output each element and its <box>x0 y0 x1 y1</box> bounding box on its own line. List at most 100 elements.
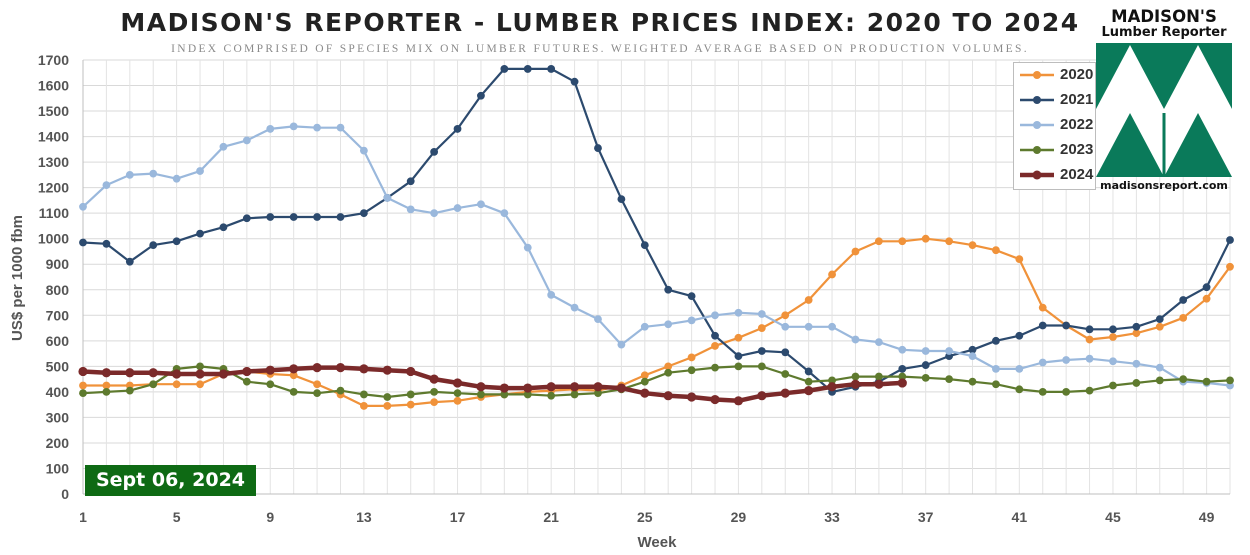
point-2023 <box>242 377 251 386</box>
legend-swatch-2022 <box>1020 121 1054 129</box>
point-2020 <box>1202 294 1211 303</box>
x-tick-label: 1 <box>79 509 87 525</box>
legend-swatch-2020 <box>1020 71 1054 79</box>
point-2023 <box>125 386 134 395</box>
point-2024 <box>733 396 744 406</box>
legend-label-2021: 2021 <box>1060 91 1094 108</box>
point-2023 <box>523 390 532 399</box>
point-2024 <box>78 366 88 377</box>
point-2024 <box>312 363 322 373</box>
point-2020 <box>1085 335 1094 344</box>
point-2021 <box>172 237 181 246</box>
point-2021 <box>921 361 930 369</box>
point-2022 <box>336 123 345 132</box>
point-2021 <box>523 65 532 73</box>
point-2024 <box>429 374 439 384</box>
point-2022 <box>172 174 181 183</box>
y-tick-label: 1000 <box>38 231 69 247</box>
line-2022 <box>82 125 1231 387</box>
point-2020 <box>102 381 111 390</box>
point-2020 <box>734 333 743 342</box>
legend-item-2022: 2022 <box>1014 115 1095 135</box>
point-2021 <box>992 336 1000 345</box>
point-2020 <box>968 241 977 249</box>
point-2021 <box>804 367 813 376</box>
point-2023 <box>1109 381 1117 390</box>
point-2024 <box>382 365 392 375</box>
point-2020 <box>196 380 204 389</box>
point-2022 <box>102 181 111 189</box>
point-2022 <box>453 204 462 212</box>
point-2023 <box>828 376 836 385</box>
y-axis-label: US$ per 1000 fbm <box>9 215 26 341</box>
point-2024 <box>218 369 229 379</box>
point-2020 <box>289 371 298 380</box>
point-2023 <box>1202 377 1211 386</box>
point-2024 <box>359 364 369 374</box>
point-2020 <box>1132 329 1141 338</box>
point-2023 <box>757 362 766 371</box>
line-2020 <box>83 237 1231 407</box>
point-2021 <box>594 144 602 152</box>
point-2024 <box>640 388 650 398</box>
logo-name: MADISON'S <box>1111 7 1217 26</box>
legend-label-2022: 2022 <box>1060 116 1094 133</box>
point-2023 <box>711 363 719 372</box>
point-2022 <box>640 322 649 331</box>
point-2024 <box>335 363 346 373</box>
point-2021 <box>500 65 509 73</box>
point-2020 <box>172 380 181 389</box>
point-2021 <box>196 229 204 238</box>
point-2022 <box>1109 357 1117 366</box>
point-2021 <box>547 65 556 73</box>
point-2021 <box>1155 315 1164 324</box>
point-2023 <box>336 386 345 395</box>
point-2021 <box>734 352 743 361</box>
y-tick-label: 700 <box>46 307 70 323</box>
point-2024 <box>499 383 509 393</box>
point-2020 <box>313 380 321 389</box>
point-2021 <box>617 195 626 204</box>
y-tick-label: 900 <box>46 256 70 272</box>
point-2020 <box>1015 255 1024 264</box>
point-2020 <box>874 237 883 246</box>
x-tick-label: 49 <box>1199 509 1215 525</box>
point-2021 <box>968 345 977 354</box>
point-2021 <box>313 213 321 221</box>
line-2021 <box>82 67 1231 393</box>
tick-labels: 0 100 200 300 400 500 600 700 800 900 1000 1100 1200… <box>38 52 1215 525</box>
chart-subtitle: INDEX COMPRISED OF SPECIES MIX ON LUMBER… <box>171 43 1029 55</box>
point-2020 <box>406 400 415 409</box>
date-badge: Sept 06, 2024 <box>85 465 256 496</box>
point-2022 <box>711 311 719 320</box>
point-2024 <box>827 382 837 392</box>
y-tick-label: 0 <box>61 486 69 502</box>
logo-url: madisonsreport.com <box>1100 179 1228 192</box>
x-tick-label: 9 <box>266 509 274 525</box>
point-2021 <box>453 125 462 133</box>
point-2021 <box>1038 321 1047 330</box>
y-tick-label: 600 <box>46 333 70 349</box>
point-2023 <box>289 387 298 396</box>
point-2022 <box>523 243 532 252</box>
point-2023 <box>945 375 954 384</box>
point-2023 <box>664 368 673 377</box>
legend-item-2021: 2021 <box>1014 90 1095 110</box>
point-2020 <box>945 237 954 246</box>
point-2020 <box>804 296 813 304</box>
point-2023 <box>313 389 321 398</box>
point-2024 <box>125 368 135 378</box>
point-2023 <box>1179 375 1188 384</box>
point-2023 <box>1155 376 1164 385</box>
legend-label-2020: 2020 <box>1060 66 1094 83</box>
y-tick-label: 1100 <box>39 205 70 221</box>
point-2021 <box>757 347 766 355</box>
point-2022 <box>1132 359 1141 368</box>
point-2024 <box>523 383 533 393</box>
point-2024 <box>406 366 416 377</box>
point-2023 <box>500 390 509 399</box>
x-tick-label: 37 <box>918 509 934 525</box>
point-2020 <box>640 371 649 380</box>
point-2022 <box>828 322 836 331</box>
chart-title: MADISON'S REPORTER - LUMBER PRICES INDEX… <box>120 8 1080 37</box>
